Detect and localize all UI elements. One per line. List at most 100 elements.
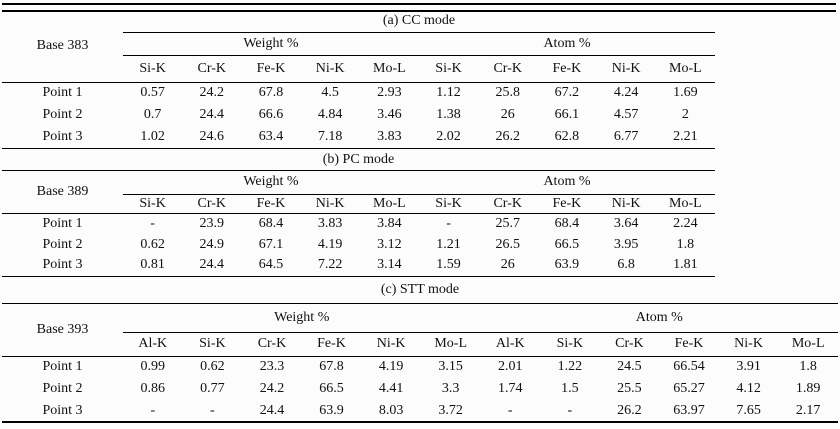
base-label: Base 383 (2, 11, 123, 83)
element-header: Ni-K (300, 194, 360, 214)
value-cell: 63.9 (301, 400, 362, 423)
section-title: (b) PC mode (2, 150, 715, 171)
value-cell: 2.21 (655, 126, 715, 149)
value-cell: 1.21 (436, 236, 461, 252)
value-cell: 65.27 (673, 381, 705, 396)
value-cell: 24.2 (199, 85, 225, 101)
element-header: Cr-K (182, 194, 242, 214)
element-header: Cr-K (599, 332, 660, 357)
value-cell: 7.22 (300, 255, 360, 277)
base-label: Base 389 (2, 170, 123, 214)
value-cell: 24.6 (182, 126, 242, 149)
value-cell: 66.6 (258, 107, 284, 122)
value-cell: 4.12 (736, 381, 761, 396)
group-header-weight-percent: Weight % (123, 32, 419, 56)
value-cell: 66.5 (319, 381, 344, 396)
table-section-stt-mode: (c) STT mode Base 393 Weight % Atom % Al-K Si… (2, 277, 838, 423)
value-cell: 3.83 (359, 126, 419, 149)
value-cell: 1.5 (561, 381, 579, 396)
value-cell: 2.17 (778, 400, 838, 423)
value-cell: 24.4 (199, 107, 225, 122)
value-cell: 24.5 (617, 359, 642, 375)
value-cell: 67.8 (258, 85, 284, 101)
value-cell: 66.5 (554, 236, 580, 252)
section-title: (a) CC mode (123, 11, 715, 33)
value-cell: 26.5 (495, 236, 520, 252)
value-cell: 3.46 (377, 107, 402, 122)
row-label: Point 1 (42, 85, 83, 101)
value-cell: 64.5 (241, 255, 301, 277)
group-header-weight-percent: Weight % (123, 303, 481, 333)
row-label: Point 1 (42, 359, 83, 375)
value-cell: 0.62 (200, 359, 225, 375)
value-cell: 1.8 (676, 236, 695, 252)
value-cell: - (540, 400, 600, 423)
value-cell: 23.3 (259, 359, 285, 375)
value-cell: 0.86 (140, 381, 166, 396)
group-header-atom-percent: Atom % (418, 170, 715, 195)
value-cell: 0.57 (140, 85, 165, 101)
value-cell: 3.14 (359, 255, 419, 277)
value-cell: 23.9 (199, 215, 225, 231)
value-cell: 1.8 (799, 359, 817, 375)
value-cell: 25.8 (495, 85, 520, 101)
row-label: Point 2 (42, 107, 83, 122)
value-cell: 26 (478, 255, 538, 277)
element-header: Cr-K (478, 55, 538, 83)
value-cell: - (480, 400, 541, 423)
value-cell: 4.24 (613, 85, 639, 101)
value-cell: 3.72 (420, 400, 481, 423)
value-cell: 2.02 (418, 126, 479, 149)
value-cell: 1.12 (436, 85, 461, 101)
value-cell: 1.38 (436, 107, 461, 122)
value-cell: 67.1 (258, 236, 284, 252)
base-label: Base 393 (2, 303, 123, 357)
value-cell: 1.89 (795, 381, 821, 396)
value-cell: 6.77 (596, 126, 656, 149)
element-header: Mo-L (778, 332, 838, 357)
value-cell: 0.77 (200, 381, 225, 396)
value-cell: 26 (500, 107, 515, 122)
value-cell: 1.74 (498, 381, 523, 396)
element-header: Si-K (123, 55, 183, 83)
value-cell: 24.2 (259, 381, 285, 396)
value-cell: 7.18 (300, 126, 360, 149)
value-cell: 67.2 (554, 85, 580, 101)
element-header: Si-K (123, 194, 183, 214)
element-header: Si-K (418, 194, 479, 214)
value-cell: 1.02 (123, 126, 183, 149)
element-header: Fe-K (241, 55, 301, 83)
value-cell: 4.5 (321, 85, 339, 101)
element-header: Al-K (123, 332, 183, 357)
value-cell: 0.81 (123, 255, 183, 277)
element-header: Fe-K (241, 194, 301, 214)
value-cell: 24.4 (242, 400, 302, 423)
group-header-weight-percent: Weight % (123, 170, 419, 195)
row-label: Point 3 (2, 400, 123, 423)
element-header: Fe-K (659, 332, 719, 357)
element-header: Si-K (182, 332, 243, 357)
table-section-cc-mode: Base 383 (a) CC mode Weight % Atom % Si-K Cr-… (2, 11, 715, 149)
value-cell: 3.3 (441, 381, 460, 396)
element-header: Ni-K (361, 332, 421, 357)
element-header: Ni-K (596, 194, 656, 214)
value-cell: 4.57 (613, 107, 639, 122)
value-cell: 2 (681, 107, 689, 122)
element-header: Mo-L (655, 194, 715, 214)
row-label: Point 1 (42, 215, 83, 231)
value-cell: 2.93 (377, 85, 402, 101)
value-cell: 1.59 (418, 255, 479, 277)
element-header: Si-K (418, 55, 479, 83)
element-header: Ni-K (596, 55, 656, 83)
value-cell: 4.19 (378, 359, 404, 375)
value-cell: 1.22 (557, 359, 583, 375)
value-cell: 4.19 (317, 236, 343, 252)
value-cell: 3.64 (613, 215, 639, 231)
element-header: Cr-K (242, 332, 302, 357)
value-cell: 3.12 (377, 236, 402, 252)
value-cell: 8.03 (361, 400, 421, 423)
element-header: Mo-L (655, 55, 715, 83)
value-cell: 6.8 (596, 255, 656, 277)
value-cell: 63.4 (241, 126, 301, 149)
